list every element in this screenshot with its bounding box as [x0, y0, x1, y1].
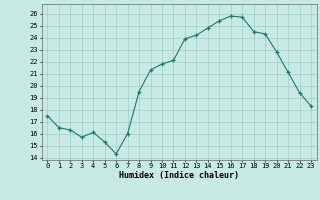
X-axis label: Humidex (Indice chaleur): Humidex (Indice chaleur): [119, 171, 239, 180]
